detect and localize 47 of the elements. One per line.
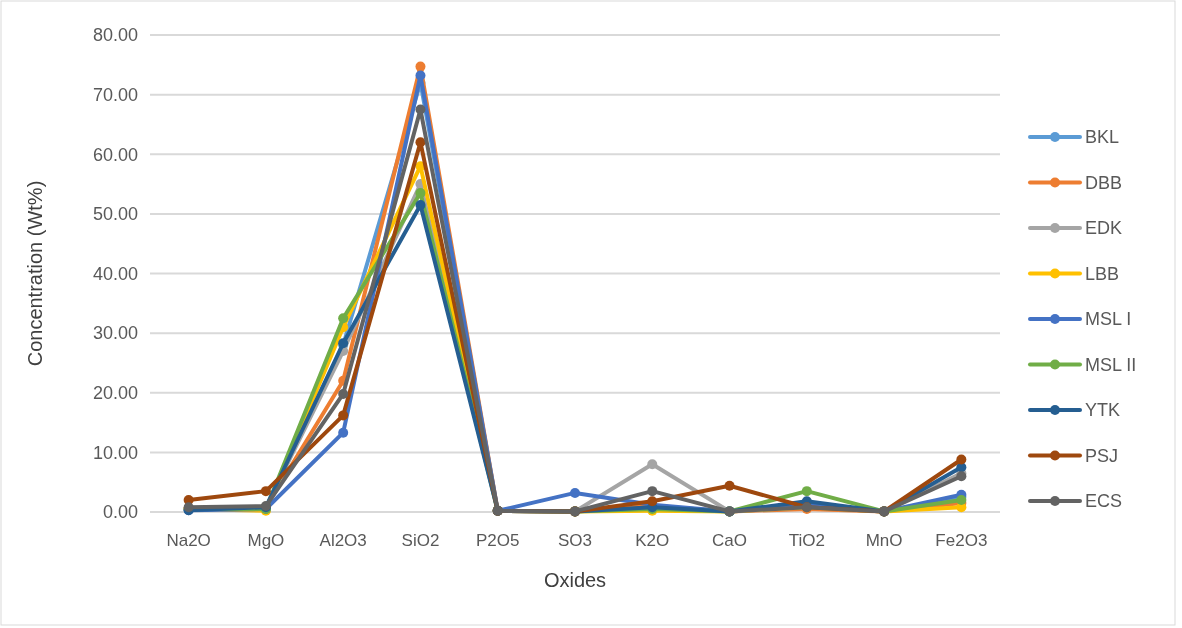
point — [338, 410, 349, 421]
x-tick-label: TiO2 — [788, 531, 825, 550]
legend-label: ECS — [1085, 491, 1123, 512]
x-tick-label: Fe2O3 — [935, 531, 988, 550]
point — [415, 104, 426, 115]
point — [338, 313, 349, 324]
x-tick-label: K2O — [635, 531, 670, 550]
point — [570, 487, 580, 498]
x-axis-title: Oxides — [543, 569, 607, 591]
point — [415, 70, 426, 81]
y-tick-label: 30.00 — [92, 323, 138, 344]
x-tick-label: Na2O — [166, 531, 211, 550]
point — [956, 454, 967, 465]
x-tick-label: MgO — [247, 531, 285, 550]
point — [338, 427, 349, 438]
x-tick-label: MnO — [865, 531, 903, 550]
legend-label: YTK — [1085, 400, 1121, 421]
x-tick-label: SO3 — [557, 531, 593, 550]
y-tick-label: 20.00 — [92, 383, 138, 404]
point — [415, 61, 426, 72]
point — [260, 486, 271, 497]
legend-label: LBB — [1085, 263, 1120, 284]
point — [801, 486, 812, 497]
legend-label: MSL I — [1085, 309, 1132, 330]
point — [647, 486, 658, 497]
legend-label: MSL II — [1085, 354, 1137, 375]
point — [415, 199, 426, 210]
legend-label: PSJ — [1085, 445, 1119, 466]
legend-label: EDK — [1085, 218, 1123, 239]
x-tick-label: P2O5 — [475, 531, 520, 550]
y-tick-label: 60.00 — [92, 144, 138, 165]
y-tick-label: 80.00 — [92, 25, 138, 46]
y-tick-label: 70.00 — [92, 84, 138, 105]
legend-label: BKL — [1085, 127, 1120, 148]
y-tick-label: 50.00 — [92, 204, 138, 225]
y-tick-label: 40.00 — [92, 263, 138, 284]
point — [724, 480, 735, 491]
legend-label: DBB — [1085, 172, 1123, 193]
y-tick-label: 0.00 — [102, 502, 138, 523]
y-tick-label: 10.00 — [92, 442, 138, 463]
point — [338, 388, 349, 399]
y-axis-title: Concentration (Wt%) — [24, 180, 46, 367]
point — [647, 459, 658, 470]
x-tick-label: SiO2 — [401, 531, 440, 550]
point — [415, 137, 426, 148]
x-tick-label: Al2O3 — [319, 531, 367, 550]
x-tick-label: CaO — [712, 531, 748, 550]
